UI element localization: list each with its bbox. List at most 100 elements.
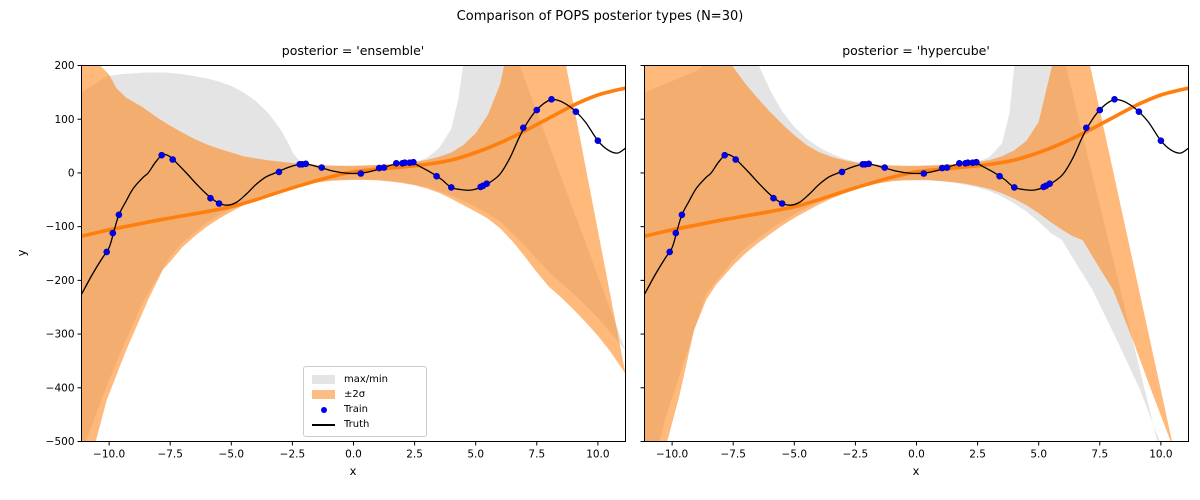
train-point <box>548 96 555 103</box>
train-point <box>666 248 674 256</box>
train-point <box>920 170 928 177</box>
y-tick-label: −100 <box>46 221 75 233</box>
x-tick-label: −10.0 <box>93 449 125 461</box>
x-tick-label: 5.0 <box>467 449 484 461</box>
train-point <box>732 156 740 163</box>
legend-label-truth: Truth <box>344 419 370 431</box>
train-point <box>318 164 326 171</box>
x-axis-label-right: x <box>912 464 920 478</box>
train-point <box>770 194 777 202</box>
y-tick-label: −500 <box>46 436 75 448</box>
train-point <box>594 137 602 144</box>
x-tick-label: 7.5 <box>1091 449 1108 461</box>
subplot-1 <box>644 65 1189 442</box>
train-point <box>1111 96 1118 103</box>
x-tick-label: −5.0 <box>219 449 245 461</box>
x-tick-label: −2.5 <box>843 449 869 461</box>
two-sigma-band <box>81 65 626 442</box>
x-tick-label: −7.5 <box>157 449 183 461</box>
train-points <box>666 96 1165 256</box>
y-tick-label: −200 <box>46 275 75 287</box>
truth-line <box>644 98 1189 295</box>
y-tick-label: −300 <box>46 329 75 341</box>
x-tick-label: −5.0 <box>782 449 808 461</box>
train-point <box>865 160 873 168</box>
legend-item-train: Train <box>312 403 418 417</box>
subplot-0 <box>81 65 626 442</box>
subplot-title-hypercube: posterior = 'hypercube' <box>842 43 990 58</box>
truth-line <box>81 98 626 295</box>
train-point <box>838 168 846 176</box>
x-axis-label-left: x <box>349 464 357 478</box>
train-point <box>302 160 310 168</box>
train-point <box>483 180 491 187</box>
x-tick-label: −2.5 <box>280 449 306 461</box>
x-tick-label: 2.5 <box>969 449 986 461</box>
x-tick-label: 10.0 <box>586 449 609 461</box>
train-point <box>109 229 117 237</box>
posterior-mean-line <box>81 86 626 239</box>
legend-label-train: Train <box>344 404 368 416</box>
train-point <box>778 200 786 207</box>
legend-label-maxmin: max/min <box>344 373 389 385</box>
x-tick-label: 0.0 <box>345 449 362 461</box>
train-point <box>158 151 165 159</box>
x-tick-label: 2.5 <box>406 449 423 461</box>
train-marker-swatch <box>312 406 335 413</box>
train-points <box>103 96 602 256</box>
train-point <box>275 168 283 176</box>
train-point <box>1010 184 1018 191</box>
two-sigma-band-swatch <box>312 389 335 399</box>
train-point <box>410 158 417 166</box>
posterior-mean-line <box>644 86 1189 239</box>
train-point <box>1046 180 1053 187</box>
two-sigma-band <box>644 65 1173 442</box>
train-point <box>215 200 223 207</box>
train-point <box>380 164 388 171</box>
train-point <box>678 211 686 219</box>
train-point <box>1135 108 1143 115</box>
train-point <box>672 229 680 237</box>
train-point <box>519 124 527 132</box>
train-point <box>207 194 214 202</box>
train-point <box>115 211 123 219</box>
train-point <box>433 172 440 180</box>
y-tick-label: −400 <box>46 382 75 394</box>
train-point <box>955 160 963 167</box>
train-point <box>721 151 729 159</box>
train-point <box>996 172 1003 180</box>
legend-item-two-sigma: ±2σ <box>312 387 418 401</box>
y-axis-label: y <box>14 249 29 257</box>
train-point <box>1096 106 1104 114</box>
x-tick-label: −7.5 <box>720 449 746 461</box>
maxmin-band-swatch <box>312 374 335 384</box>
train-point <box>943 164 951 171</box>
legend: max/min ±2σ Train Truth <box>303 366 427 437</box>
train-point <box>169 156 176 163</box>
legend-item-truth: Truth <box>312 418 418 432</box>
train-point <box>103 248 110 256</box>
train-point <box>357 170 365 177</box>
train-point <box>447 184 455 191</box>
train-point <box>1157 137 1165 144</box>
y-tick-label: 200 <box>54 60 74 72</box>
legend-label-two-sigma: ±2σ <box>344 388 366 400</box>
train-point <box>572 108 580 115</box>
train-point <box>392 160 400 167</box>
legend-item-maxmin: max/min <box>312 372 418 386</box>
subplot-title-ensemble: posterior = 'ensemble' <box>281 43 425 58</box>
train-point <box>973 158 980 166</box>
y-tick-label: 100 <box>54 114 74 126</box>
x-tick-label: 7.5 <box>528 449 545 461</box>
truth-line-swatch <box>312 424 335 426</box>
figure-title: Comparison of POPS posterior types (N=30… <box>456 9 744 24</box>
x-tick-label: 5.0 <box>1030 449 1047 461</box>
train-point <box>881 164 889 171</box>
x-tick-label: 10.0 <box>1149 449 1172 461</box>
x-tick-label: 0.0 <box>908 449 925 461</box>
y-tick-label: 0 <box>68 168 75 180</box>
x-tick-label: −10.0 <box>656 449 688 461</box>
train-point <box>533 106 541 114</box>
